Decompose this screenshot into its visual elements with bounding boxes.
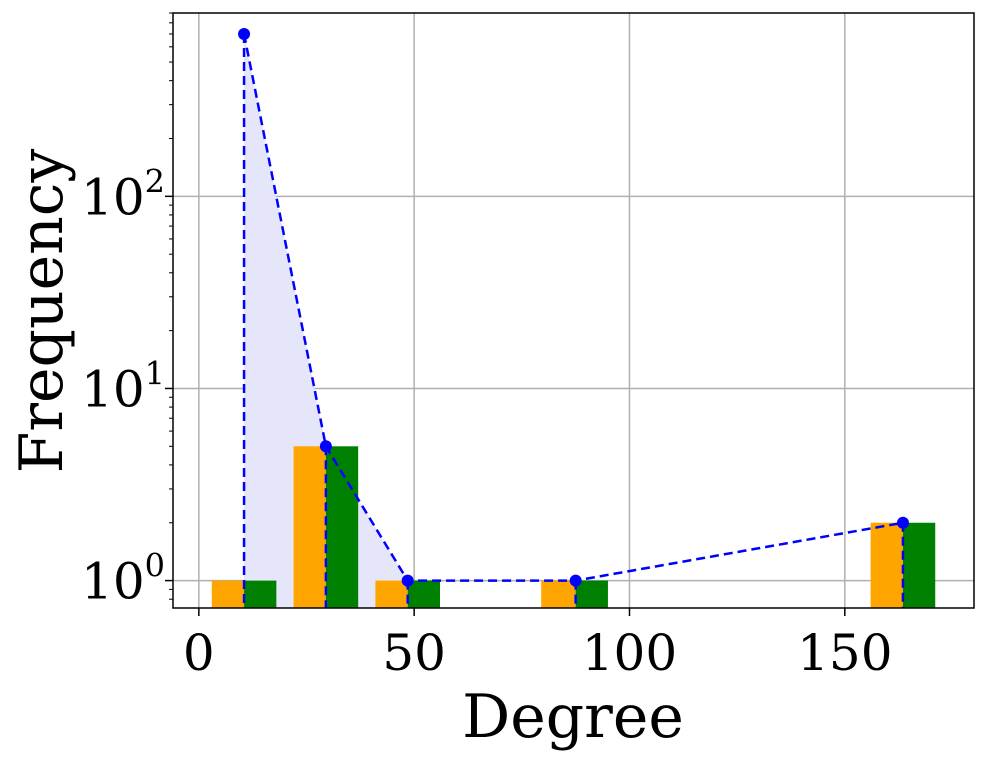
green-bar [575, 580, 608, 608]
line-layer [238, 27, 909, 608]
area-fill-layer [244, 33, 408, 608]
data-point-marker [569, 574, 582, 587]
orange-bar [375, 580, 408, 608]
orange-bar [211, 580, 245, 608]
x-tick-label: 100 [582, 624, 677, 682]
data-point-marker [319, 440, 332, 453]
orange-bar [541, 580, 576, 608]
data-point-marker [896, 516, 909, 529]
green-bar [407, 580, 440, 608]
y-tick-label: 100 [81, 547, 165, 611]
area-fill [244, 33, 408, 608]
bars-layer [211, 446, 936, 608]
x-tick-label: 0 [183, 624, 215, 682]
plot-frame [172, 12, 975, 609]
y-axis-label: Frequency [7, 149, 77, 474]
y-tick-label: 101 [81, 354, 165, 418]
y-tick-label: 102 [81, 162, 165, 226]
x-axis-label: Degree [462, 682, 684, 752]
orange-bar [870, 522, 903, 608]
data-point-marker [401, 574, 414, 587]
x-tick-label: 50 [382, 624, 446, 682]
tick-labels-layer: 0 50 100 150 100 101 102 [81, 162, 893, 682]
axes-layer [165, 12, 975, 616]
x-tick-label: 150 [797, 624, 892, 682]
green-bar [902, 522, 936, 608]
green-bar [244, 580, 277, 608]
data-point-marker [238, 27, 251, 40]
orange-bar [293, 446, 326, 608]
